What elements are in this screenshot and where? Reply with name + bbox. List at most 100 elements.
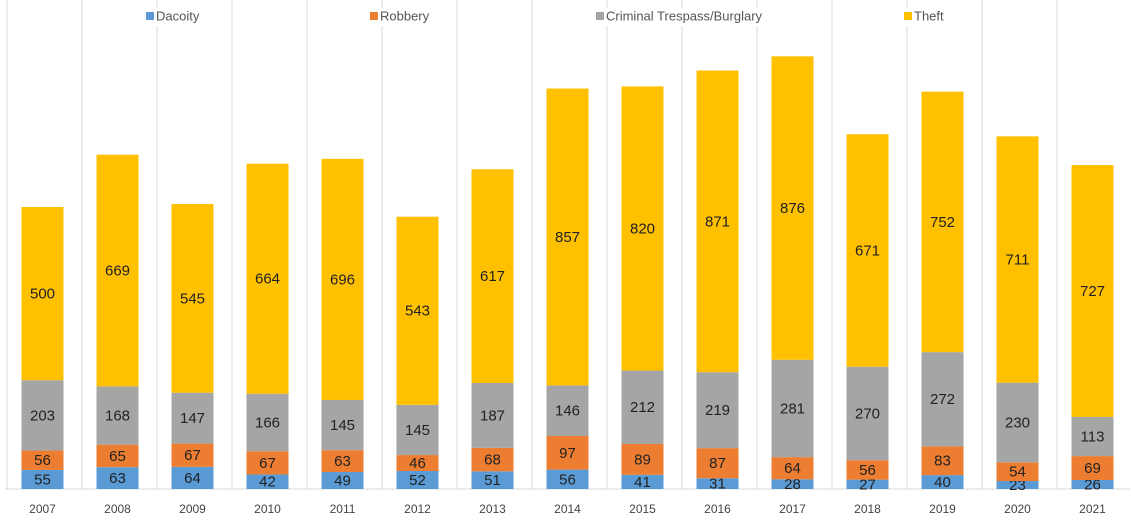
x-tick-label: 2014	[554, 502, 581, 516]
data-label: 543	[405, 303, 430, 320]
data-label: 696	[330, 271, 355, 288]
legend-swatch	[370, 12, 378, 20]
bar-segment	[621, 474, 664, 489]
bar-segment	[696, 478, 739, 489]
bar-segment	[696, 448, 739, 479]
legend-label: Theft	[914, 8, 944, 23]
bar-segment	[246, 451, 289, 475]
bar-segment	[546, 88, 589, 386]
data-label: 857	[555, 229, 580, 246]
data-label: 168	[105, 408, 130, 425]
data-label: 49	[334, 472, 351, 489]
data-label: 63	[334, 453, 351, 470]
data-label: 113	[1081, 428, 1105, 445]
bar-segment	[171, 443, 214, 467]
bar-segment	[996, 481, 1039, 489]
data-label: 64	[184, 470, 201, 487]
data-label: 203	[30, 407, 55, 424]
x-tick-label: 2009	[179, 502, 206, 516]
bar-segment	[846, 366, 889, 461]
bar-segment	[1071, 479, 1114, 489]
legend-swatch	[904, 12, 912, 20]
bar-segment	[546, 435, 589, 470]
data-label: 67	[184, 447, 201, 464]
bar-segment	[996, 462, 1039, 482]
data-label: 52	[409, 472, 426, 489]
bar-segment	[396, 216, 439, 405]
legend-bg	[143, 8, 203, 26]
bar-segment	[1071, 416, 1114, 457]
data-label: 281	[780, 400, 805, 417]
data-label: 68	[484, 452, 501, 469]
legend-label: Criminal Trespass/Burglary	[606, 8, 763, 23]
data-label: 51	[484, 472, 501, 489]
data-label: 55	[34, 471, 51, 488]
bar-segment	[921, 91, 964, 353]
x-tick-label: 2007	[29, 502, 56, 516]
bar-segment	[546, 385, 589, 436]
data-label: 230	[1005, 414, 1030, 431]
data-label: 671	[855, 242, 880, 259]
data-label: 219	[705, 402, 730, 419]
bar-segment	[321, 158, 364, 400]
data-label: 146	[555, 403, 580, 420]
bar-segment	[246, 474, 289, 489]
bar-segment	[696, 70, 739, 373]
bar-segment	[396, 455, 439, 471]
bar-segment	[621, 443, 664, 475]
bar-segment	[996, 382, 1039, 463]
x-tick-label: 2018	[854, 502, 881, 516]
data-label: 56	[859, 462, 876, 479]
bar-segment	[21, 450, 64, 470]
data-label: 87	[709, 455, 726, 472]
x-tick-label: 2011	[330, 502, 356, 516]
bar-segment	[471, 382, 514, 448]
data-label: 876	[780, 200, 805, 217]
legend-bg	[901, 8, 947, 26]
bar-segment	[846, 134, 889, 367]
bar-segment	[21, 469, 64, 489]
data-label: 41	[634, 474, 651, 491]
legend-swatch	[596, 12, 604, 20]
bar-segment	[621, 370, 664, 444]
data-label: 23	[1009, 477, 1026, 494]
bar-segment	[471, 447, 514, 472]
bar-segment	[171, 392, 214, 444]
data-label: 212	[630, 399, 655, 416]
data-label: 145	[330, 417, 355, 434]
data-label: 270	[855, 405, 880, 422]
bar-segment	[171, 466, 214, 489]
bar-segment	[321, 450, 364, 473]
bar-segment	[321, 399, 364, 451]
data-label: 63	[109, 470, 126, 487]
data-label: 46	[409, 455, 426, 472]
data-label: 64	[784, 460, 801, 477]
x-tick-label: 2008	[104, 502, 131, 516]
bar-segment	[21, 380, 64, 451]
data-label: 56	[34, 452, 51, 469]
data-label: 97	[559, 445, 576, 462]
bar-segment	[696, 372, 739, 449]
data-label: 27	[859, 476, 876, 493]
data-label: 871	[705, 213, 730, 230]
data-label: 26	[1084, 476, 1101, 493]
x-tick-label: 2020	[1004, 502, 1031, 516]
bar-segment	[396, 404, 439, 456]
data-label: 820	[630, 220, 655, 237]
data-label: 145	[405, 422, 430, 439]
data-label: 752	[930, 214, 955, 231]
bar-segment	[96, 154, 139, 387]
data-label: 272	[930, 391, 955, 408]
x-tick-label: 2021	[1079, 502, 1106, 516]
bar-segment	[171, 203, 214, 393]
data-label: 669	[105, 263, 130, 280]
data-label: 500	[30, 286, 55, 303]
bar-segment	[921, 446, 964, 476]
data-label: 147	[180, 410, 205, 427]
bar-segment	[771, 479, 814, 489]
bar-segment	[921, 352, 964, 447]
bar-segment	[96, 467, 139, 489]
legend-bg	[593, 8, 766, 26]
data-label: 711	[1006, 251, 1030, 268]
